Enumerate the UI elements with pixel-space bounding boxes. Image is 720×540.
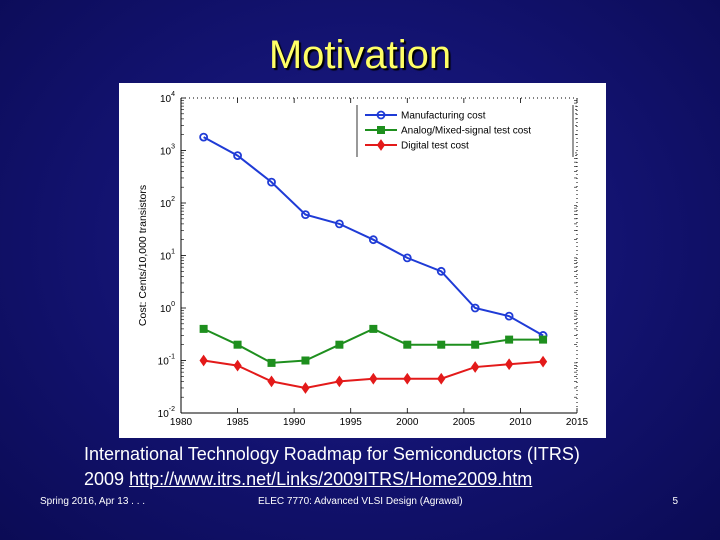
slide-title: Motivation	[268, 33, 452, 77]
y-tick-label: 104	[160, 91, 175, 105]
footer-date: Spring 2016, Apr 13 . . .	[40, 496, 146, 507]
legend-marker-circle	[376, 110, 386, 120]
caption-year: 2009	[84, 469, 125, 489]
data-point-square	[539, 335, 548, 344]
data-point-diamond	[505, 358, 514, 371]
chart-panel: 1 0 -2 10-1 100 101 102 103 104 1980 1985 1990 1995 2…	[119, 83, 606, 438]
data-point-diamond	[471, 361, 480, 373]
caption: International Technology Roadmap for Sem…	[84, 442, 684, 492]
data-point-square	[199, 324, 208, 333]
x-tick-label: 2015	[566, 417, 589, 428]
data-point-square	[233, 340, 242, 349]
data-point-diamond	[301, 382, 310, 394]
data-point-circle	[267, 177, 276, 187]
data-point-square	[301, 356, 310, 365]
legend-entry: Digital test cost	[401, 141, 469, 152]
data-point-circle	[470, 303, 480, 313]
caption-line-2: 2009 http://www.itrs.net/Links/2009ITRS/…	[84, 467, 684, 492]
data-point-diamond	[233, 359, 242, 372]
x-tick-label: 1985	[226, 417, 249, 428]
data-point-circle	[368, 235, 378, 245]
caption-line-1: International Technology Roadmap for Sem…	[84, 444, 580, 464]
data-point-diamond	[403, 372, 412, 385]
data-point-diamond	[267, 375, 276, 388]
y-tick-exponent: 2	[171, 196, 175, 203]
data-point-square	[403, 340, 412, 349]
data-point-diamond	[437, 372, 446, 385]
y-tick-exponent: 3	[171, 144, 175, 151]
data-point-circle	[436, 266, 446, 276]
data-point-circle	[199, 132, 209, 142]
itrs-link[interactable]: http://www.itrs.net/Links/2009ITRS/Home2…	[129, 469, 533, 489]
y-tick-exponent: -1	[169, 354, 175, 361]
y-tick-label: 100	[160, 301, 175, 315]
data-point-diamond	[335, 375, 344, 388]
data-point-circle	[402, 253, 412, 263]
footer-course: ELEC 7770: Advanced VLSI Design (Agrawal…	[258, 496, 463, 507]
series-line-circle	[203, 136, 544, 337]
cost-chart: 1 0 -2 10-1 100 101 102 103 104 1980 1985 1990 1995 2…	[137, 91, 589, 428]
legend-marker-diamond	[376, 139, 386, 151]
data-point-square	[267, 358, 276, 367]
y-tick-exponent: 0	[171, 301, 175, 308]
data-point-circle	[504, 311, 514, 321]
x-tick-label: 1980	[170, 417, 193, 428]
data-point-square	[437, 340, 446, 349]
y-tick-exponent: -2	[169, 406, 175, 413]
y-tick-label: 102	[160, 196, 175, 210]
legend-entry: Analog/Mixed-signal test cost	[401, 126, 531, 137]
x-tick-label: 2010	[509, 417, 532, 428]
data-point-circle	[334, 219, 344, 229]
series-line-square	[203, 327, 544, 364]
x-tick-label: 2000	[396, 417, 419, 428]
data-point-circle	[301, 210, 310, 220]
y-tick-exponent: 4	[171, 91, 175, 98]
x-tick-label: 1990	[283, 417, 306, 428]
data-point-diamond	[199, 354, 208, 367]
data-point-square	[505, 335, 514, 344]
y-tick-label: 103	[160, 144, 175, 158]
y-tick-exponent: 1	[171, 249, 175, 256]
legend-marker-square	[377, 126, 385, 134]
data-point-diamond	[538, 355, 548, 368]
data-point-square	[369, 324, 378, 333]
data-point-square	[471, 340, 480, 349]
data-point-circle	[233, 151, 242, 160]
y-tick-label: 101	[160, 249, 175, 263]
y-axis-label: Cost: Cents/10,000 transistors	[137, 185, 149, 326]
data-point-diamond	[369, 372, 378, 385]
y-tick-label: 10-1	[158, 354, 175, 368]
x-tick-label: 2005	[453, 417, 476, 428]
footer-page-number: 5	[672, 496, 678, 507]
legend-entry: Manufacturing cost	[401, 111, 486, 122]
data-point-square	[335, 340, 344, 349]
x-tick-label: 1995	[340, 417, 363, 428]
